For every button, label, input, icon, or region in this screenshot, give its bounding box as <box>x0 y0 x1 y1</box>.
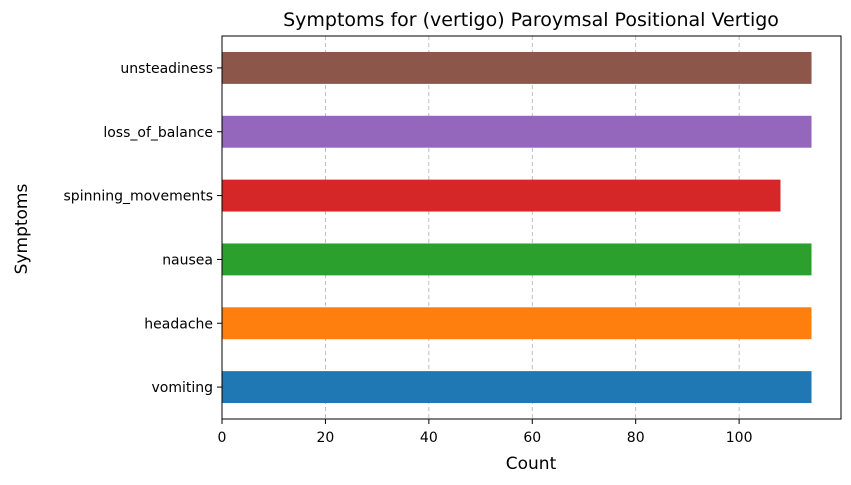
x-tick-label: 20 <box>317 430 335 446</box>
x-tick-label: 80 <box>627 430 645 446</box>
x-ticks: 0 20 40 60 80 100 <box>218 419 753 446</box>
y-tick-label: spinning_movements <box>64 189 213 205</box>
bar-nausea <box>222 243 812 276</box>
bar-unsteadiness <box>222 51 812 84</box>
chart-title: Symptoms for (vertigo) Paroymsal Positio… <box>283 9 779 31</box>
x-tick-label: 0 <box>218 430 227 446</box>
y-tick-label: loss_of_balance <box>103 125 213 141</box>
axes <box>221 35 842 420</box>
grid-lines <box>221 36 740 419</box>
y-ticks: vomiting headache nausea spinning_movements… <box>64 61 222 396</box>
y-tick-label: headache <box>144 316 213 332</box>
y-tick-label: vomiting <box>151 380 213 396</box>
y-tick-label: unsteadiness <box>120 61 213 77</box>
bars <box>222 51 812 404</box>
bar-loss-of-balance <box>222 115 812 148</box>
bar-headache <box>222 307 812 340</box>
bar-vomiting <box>222 371 812 404</box>
y-tick-label: nausea <box>162 252 213 268</box>
x-tick-label: 40 <box>420 430 438 446</box>
x-axis-label: Count <box>506 454 557 474</box>
x-tick-label: 60 <box>523 430 541 446</box>
bar-spinning-movements <box>222 179 781 212</box>
y-axis-label: Symptoms <box>12 184 32 275</box>
x-tick-label: 100 <box>726 430 753 446</box>
plot-frame <box>221 35 842 420</box>
